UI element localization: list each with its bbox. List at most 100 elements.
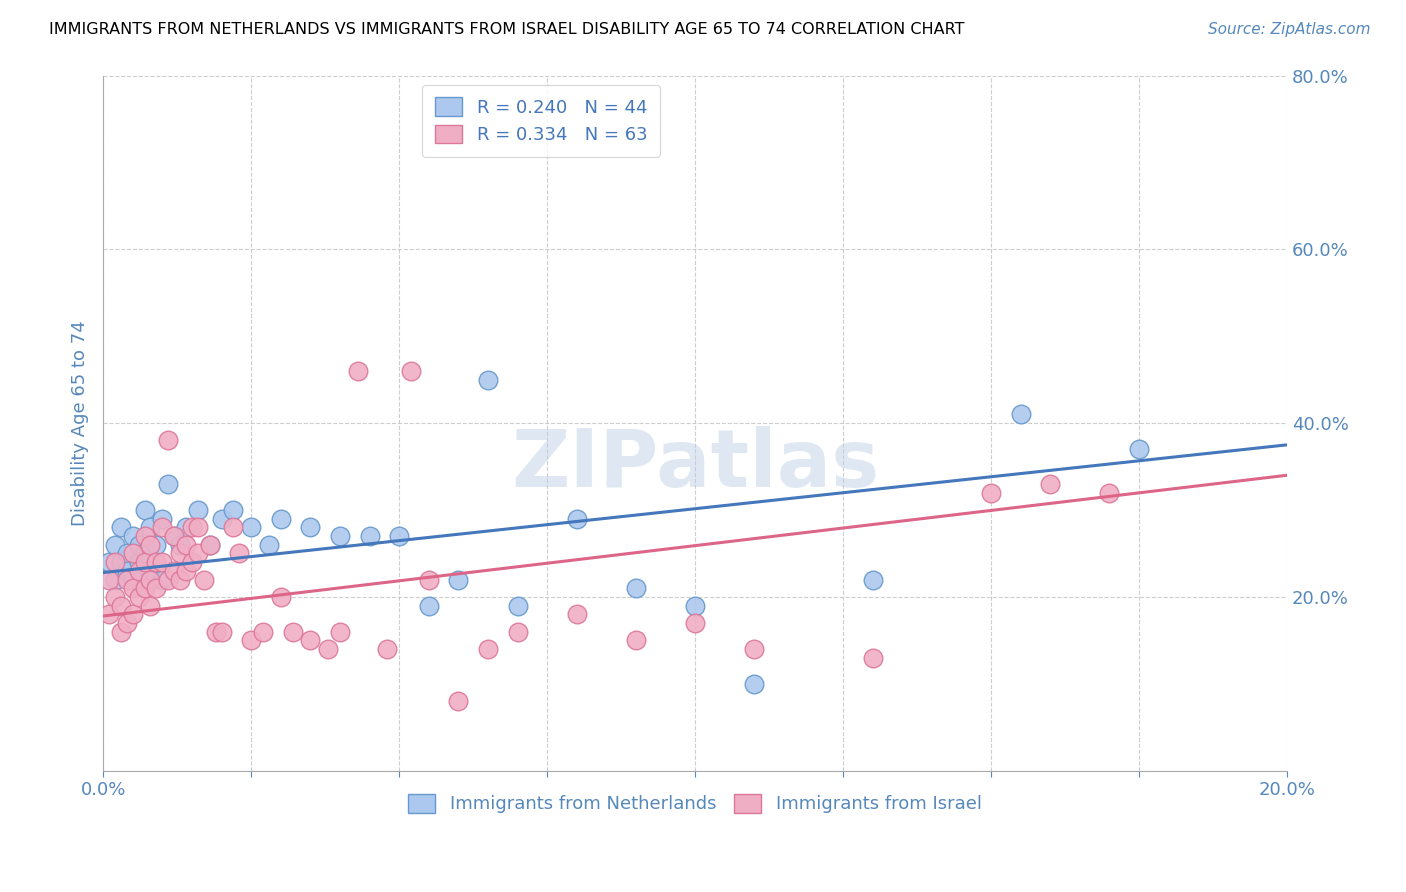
Point (1039, 477, 1062, 491)
Point (121, 529, 143, 543)
Point (169, 546, 191, 560)
Legend: Immigrants from Netherlands, Immigrants from Israel: Immigrants from Netherlands, Immigrants … (398, 783, 993, 824)
Point (128, 590, 150, 604)
Point (169, 538, 191, 552)
Point (134, 529, 156, 543)
Point (139, 520, 162, 534)
Text: ZIPatlas: ZIPatlas (510, 425, 879, 504)
Point (121, 546, 143, 560)
Point (163, 529, 186, 543)
Point (145, 581, 167, 595)
Point (862, 573, 884, 587)
Point (121, 573, 143, 587)
Point (150, 511, 173, 525)
Point (128, 564, 150, 578)
Point (115, 546, 138, 560)
Point (150, 555, 173, 569)
Point (980, 485, 1002, 500)
Point (145, 555, 167, 569)
Point (388, 529, 411, 543)
Point (128, 555, 150, 569)
Point (862, 650, 884, 665)
Point (174, 564, 197, 578)
Point (98, 573, 121, 587)
Point (222, 503, 245, 517)
Point (128, 538, 150, 552)
Point (329, 624, 352, 639)
Point (359, 529, 381, 543)
Point (1098, 485, 1121, 500)
Point (163, 529, 186, 543)
Point (115, 564, 138, 578)
Point (565, 511, 588, 525)
Point (198, 538, 221, 552)
Point (139, 564, 162, 578)
Point (193, 573, 215, 587)
Point (329, 529, 352, 543)
Point (1128, 442, 1150, 457)
Point (211, 624, 233, 639)
Point (104, 538, 127, 552)
Point (240, 520, 263, 534)
Point (181, 520, 204, 534)
Point (316, 642, 339, 657)
Point (134, 581, 156, 595)
Point (624, 633, 647, 648)
Point (270, 590, 292, 604)
Point (157, 477, 180, 491)
Point (624, 581, 647, 595)
Point (121, 581, 143, 595)
Point (252, 624, 274, 639)
Point (299, 633, 322, 648)
Point (399, 364, 422, 378)
Point (110, 555, 132, 569)
Point (150, 573, 173, 587)
Point (187, 503, 209, 517)
Text: IMMIGRANTS FROM NETHERLANDS VS IMMIGRANTS FROM ISRAEL DISABILITY AGE 65 TO 74 CO: IMMIGRANTS FROM NETHERLANDS VS IMMIGRANT… (49, 22, 965, 37)
Point (139, 538, 162, 552)
Point (742, 642, 765, 657)
Point (228, 546, 250, 560)
Point (204, 624, 226, 639)
Point (683, 615, 706, 630)
Text: Source: ZipAtlas.com: Source: ZipAtlas.com (1208, 22, 1371, 37)
Point (115, 573, 138, 587)
Point (150, 520, 173, 534)
Point (270, 511, 292, 525)
Point (145, 538, 167, 552)
Point (346, 364, 368, 378)
Point (98, 555, 121, 569)
Point (169, 573, 191, 587)
Point (1010, 408, 1032, 422)
Point (104, 573, 127, 587)
Point (134, 503, 156, 517)
Point (134, 555, 156, 569)
Point (187, 546, 209, 560)
Point (375, 642, 398, 657)
Point (181, 555, 204, 569)
Point (683, 599, 706, 613)
Point (110, 520, 132, 534)
Point (447, 694, 470, 708)
Point (565, 607, 588, 622)
Point (187, 520, 209, 534)
Point (506, 624, 529, 639)
Point (742, 677, 765, 691)
Point (121, 607, 143, 622)
Point (139, 573, 162, 587)
Point (222, 520, 245, 534)
Point (115, 615, 138, 630)
Point (299, 520, 322, 534)
Point (477, 642, 499, 657)
Point (240, 633, 263, 648)
Point (104, 590, 127, 604)
Y-axis label: Disability Age 65 to 74: Disability Age 65 to 74 (72, 320, 89, 526)
Point (110, 624, 132, 639)
Point (104, 555, 127, 569)
Point (139, 599, 162, 613)
Point (157, 573, 180, 587)
Point (198, 538, 221, 552)
Point (163, 564, 186, 578)
Point (98, 607, 121, 622)
Point (281, 624, 304, 639)
